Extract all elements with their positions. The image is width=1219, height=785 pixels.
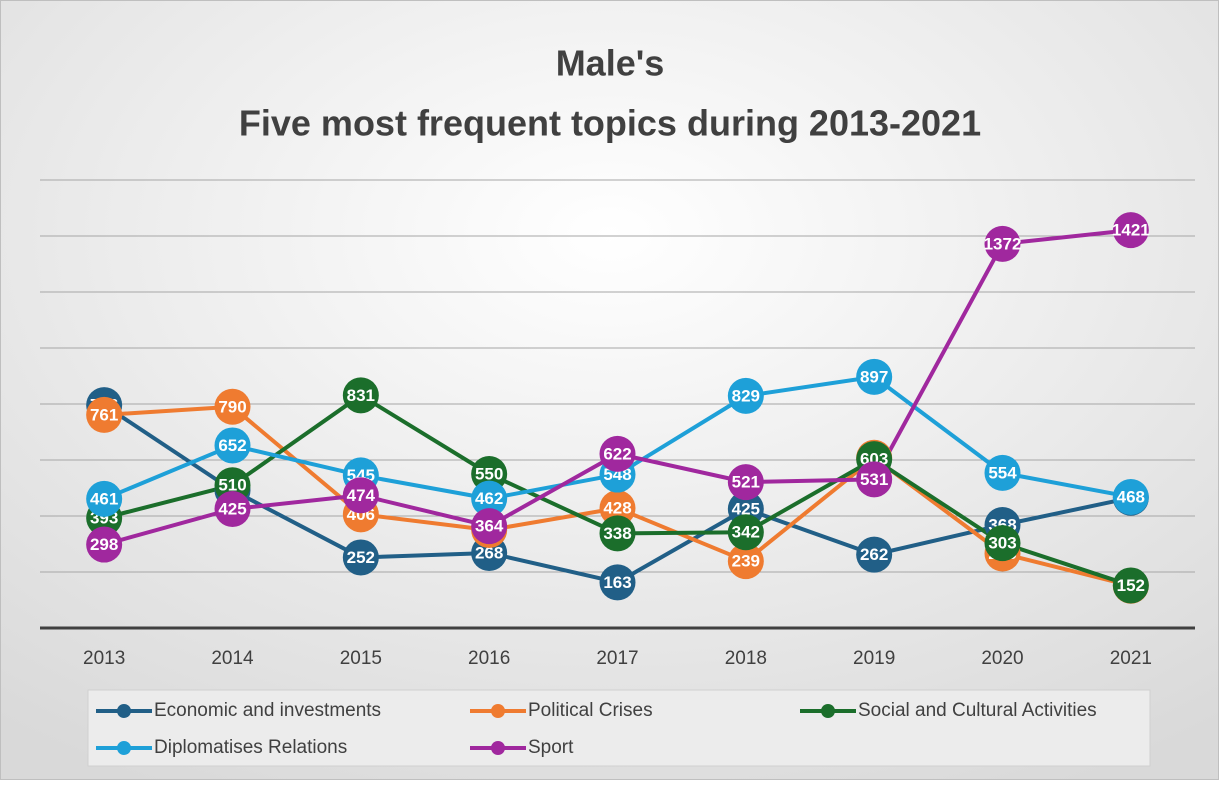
data-label: 521 [732, 473, 760, 492]
data-label: 550 [475, 464, 503, 483]
data-label: 761 [90, 405, 118, 424]
legend-label: Political Crises [528, 700, 653, 721]
marker [727, 514, 764, 551]
marker [727, 543, 764, 580]
marker [599, 435, 636, 472]
x-tick-label: 2013 [83, 648, 125, 669]
marker [1112, 567, 1149, 604]
data-label: 425 [732, 499, 760, 518]
data-label: 338 [603, 524, 631, 543]
x-tick-label: 2021 [1110, 648, 1152, 669]
legend-label: Economic and investments [154, 700, 381, 721]
data-label: 554 [988, 463, 1017, 482]
marker [342, 539, 379, 576]
data-label: 239 [732, 552, 760, 571]
x-tick-label: 2014 [211, 648, 254, 669]
chart-title: Male's [556, 43, 665, 84]
x-tick-label: 2017 [596, 648, 638, 669]
x-tick-label: 2015 [340, 648, 382, 669]
data-label: 1421 [1112, 221, 1150, 240]
legend-marker [491, 741, 505, 755]
data-label: 298 [90, 535, 118, 554]
data-label: 262 [860, 545, 888, 564]
marker [86, 526, 123, 563]
marker [727, 464, 764, 501]
marker [984, 525, 1021, 562]
marker [471, 480, 508, 517]
marker [86, 396, 123, 433]
marker [984, 225, 1021, 262]
legend-label: Sport [528, 737, 574, 758]
marker [984, 454, 1021, 491]
data-label: 829 [732, 386, 760, 405]
legend-label: Social and Cultural Activities [858, 700, 1097, 721]
legend-marker [117, 741, 131, 755]
marker [856, 536, 893, 573]
data-label: 364 [475, 517, 504, 536]
data-label: 428 [603, 499, 631, 518]
marker [1112, 212, 1149, 249]
marker [856, 358, 893, 395]
data-label: 531 [860, 470, 888, 489]
data-label: 468 [1117, 487, 1145, 506]
x-tick-label: 2018 [725, 648, 767, 669]
data-label: 461 [90, 489, 118, 508]
marker [856, 461, 893, 498]
legend-marker [117, 704, 131, 718]
data-label: 831 [347, 386, 375, 405]
data-label: 652 [218, 436, 246, 455]
marker [727, 377, 764, 414]
marker [214, 427, 251, 464]
data-label: 1372 [984, 234, 1022, 253]
data-label: 622 [603, 444, 631, 463]
data-label: 897 [860, 367, 888, 386]
data-label: 462 [475, 489, 503, 508]
data-label: 252 [347, 548, 375, 567]
data-label: 342 [732, 523, 760, 542]
marker [214, 491, 251, 527]
marker [599, 515, 636, 552]
data-label: 510 [218, 476, 246, 495]
marker [86, 480, 123, 517]
data-label: 425 [218, 499, 246, 518]
x-tick-label: 2020 [981, 648, 1023, 669]
data-label: 152 [1117, 576, 1145, 595]
marker [471, 508, 508, 545]
marker [599, 564, 636, 601]
legend-marker [491, 704, 505, 718]
chart-subtitle: Five most frequent topics during 2013-20… [239, 103, 981, 144]
data-label: 790 [218, 397, 246, 416]
marker [1112, 478, 1149, 515]
marker [342, 377, 379, 414]
x-tick-label: 2016 [468, 648, 510, 669]
data-label: 163 [603, 573, 631, 592]
marker [471, 456, 508, 492]
marker [599, 490, 636, 527]
legend-label: Diplomatises Relations [154, 737, 347, 758]
data-label: 268 [475, 543, 503, 562]
legend-marker [821, 704, 835, 718]
data-label: 474 [347, 486, 376, 505]
marker [342, 477, 379, 514]
marker [214, 388, 251, 425]
x-tick-label: 2019 [853, 648, 895, 669]
legend-box [87, 689, 1151, 767]
data-label: 303 [988, 534, 1016, 553]
